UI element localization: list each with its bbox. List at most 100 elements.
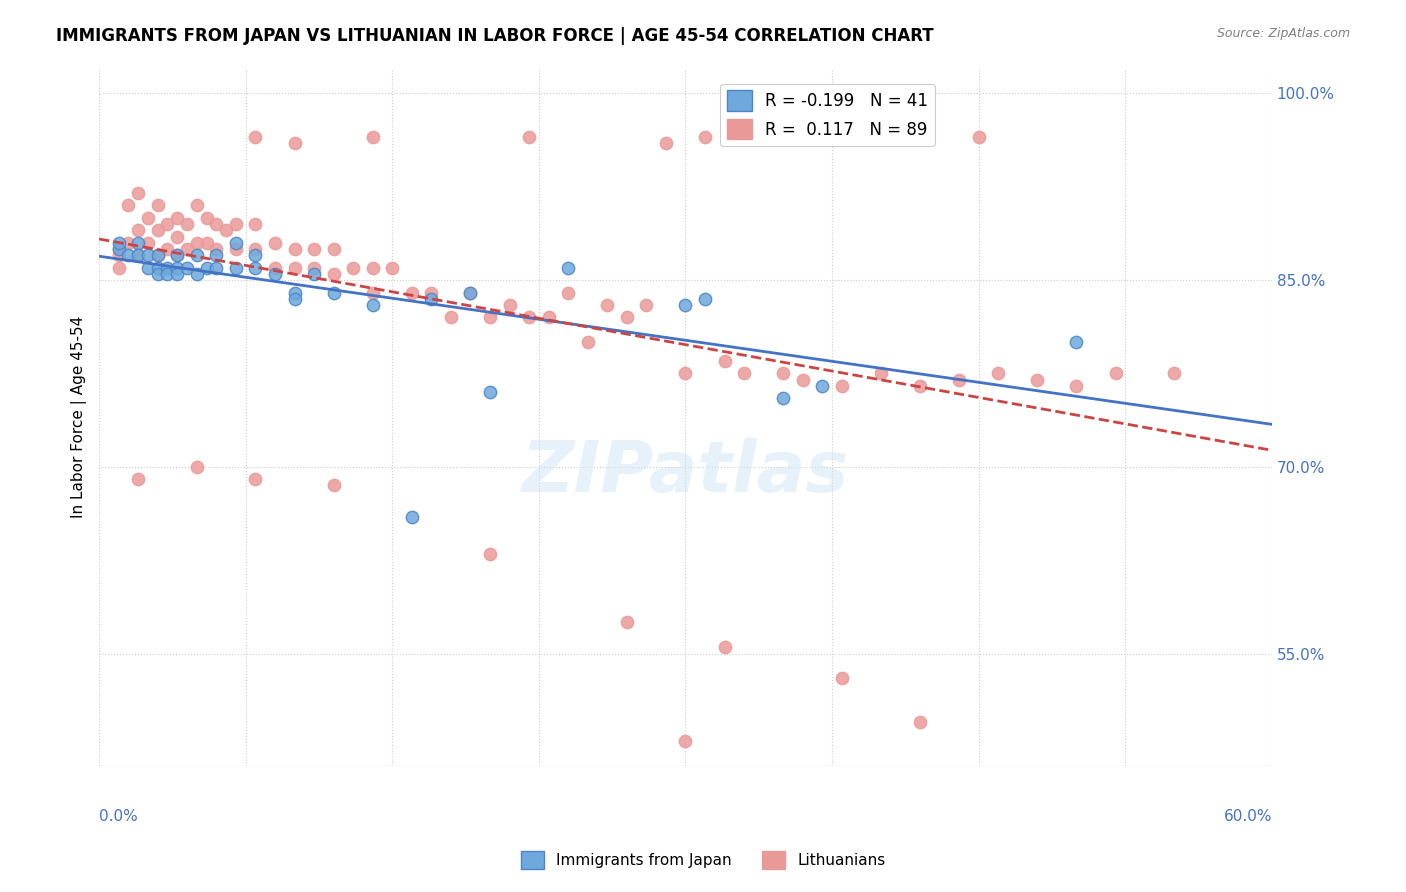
Point bbox=[245, 260, 267, 275]
Point bbox=[948, 373, 970, 387]
Point bbox=[166, 211, 188, 225]
Text: 60.0%: 60.0% bbox=[1223, 809, 1272, 824]
Point bbox=[245, 217, 267, 231]
Point bbox=[117, 235, 139, 250]
Point bbox=[675, 298, 697, 312]
Point bbox=[322, 478, 344, 492]
Point bbox=[693, 292, 716, 306]
Point bbox=[772, 392, 794, 406]
Point bbox=[205, 217, 228, 231]
Point bbox=[420, 285, 443, 300]
Point bbox=[136, 211, 159, 225]
Point bbox=[166, 248, 188, 262]
Point bbox=[517, 310, 540, 325]
Text: Source: ZipAtlas.com: Source: ZipAtlas.com bbox=[1216, 27, 1350, 40]
Point bbox=[186, 459, 208, 474]
Point bbox=[479, 310, 502, 325]
Y-axis label: In Labor Force | Age 45-54: In Labor Force | Age 45-54 bbox=[72, 316, 87, 518]
Point bbox=[967, 130, 990, 145]
Point bbox=[460, 285, 482, 300]
Text: IMMIGRANTS FROM JAPAN VS LITHUANIAN IN LABOR FORCE | AGE 45-54 CORRELATION CHART: IMMIGRANTS FROM JAPAN VS LITHUANIAN IN L… bbox=[56, 27, 934, 45]
Point bbox=[908, 379, 931, 393]
Point bbox=[117, 248, 139, 262]
Point bbox=[166, 267, 188, 281]
Point bbox=[156, 260, 179, 275]
Point bbox=[831, 672, 853, 686]
Point bbox=[1026, 373, 1049, 387]
Point bbox=[283, 285, 305, 300]
Point bbox=[831, 379, 853, 393]
Point bbox=[146, 198, 169, 212]
Point bbox=[127, 235, 149, 250]
Point bbox=[107, 248, 129, 262]
Point bbox=[166, 248, 188, 262]
Point bbox=[302, 242, 325, 256]
Point bbox=[401, 285, 423, 300]
Point bbox=[811, 379, 834, 393]
Point bbox=[205, 248, 228, 262]
Text: 0.0%: 0.0% bbox=[98, 809, 138, 824]
Point bbox=[245, 472, 267, 486]
Point bbox=[772, 367, 794, 381]
Point bbox=[195, 235, 218, 250]
Point bbox=[361, 298, 384, 312]
Point bbox=[107, 260, 129, 275]
Point bbox=[127, 248, 149, 262]
Point bbox=[156, 242, 179, 256]
Point bbox=[264, 267, 287, 281]
Point bbox=[245, 130, 267, 145]
Point bbox=[693, 130, 716, 145]
Point bbox=[381, 260, 404, 275]
Point bbox=[1163, 367, 1185, 381]
Point bbox=[440, 310, 463, 325]
Point bbox=[176, 260, 198, 275]
Point bbox=[136, 248, 159, 262]
Point bbox=[205, 242, 228, 256]
Point bbox=[557, 285, 579, 300]
Point bbox=[146, 267, 169, 281]
Point bbox=[498, 298, 520, 312]
Point bbox=[127, 186, 149, 200]
Point bbox=[176, 242, 198, 256]
Point bbox=[136, 260, 159, 275]
Point bbox=[146, 260, 169, 275]
Point bbox=[1066, 379, 1088, 393]
Point bbox=[987, 367, 1010, 381]
Point bbox=[792, 373, 814, 387]
Point bbox=[225, 260, 247, 275]
Point bbox=[245, 242, 267, 256]
Point bbox=[245, 248, 267, 262]
Point bbox=[107, 242, 129, 256]
Point bbox=[420, 292, 443, 306]
Point bbox=[479, 385, 502, 400]
Point bbox=[302, 267, 325, 281]
Point bbox=[195, 211, 218, 225]
Point bbox=[302, 260, 325, 275]
Point bbox=[127, 472, 149, 486]
Point bbox=[186, 267, 208, 281]
Legend: R = -0.199   N = 41, R =  0.117   N = 89: R = -0.199 N = 41, R = 0.117 N = 89 bbox=[720, 84, 935, 146]
Point bbox=[186, 198, 208, 212]
Point bbox=[870, 367, 893, 381]
Point bbox=[616, 615, 638, 630]
Point bbox=[342, 260, 364, 275]
Point bbox=[264, 260, 287, 275]
Point bbox=[176, 217, 198, 231]
Point bbox=[636, 298, 658, 312]
Point bbox=[107, 235, 129, 250]
Point bbox=[596, 298, 619, 312]
Point bbox=[127, 223, 149, 237]
Point bbox=[127, 248, 149, 262]
Point bbox=[225, 217, 247, 231]
Point bbox=[675, 367, 697, 381]
Point bbox=[557, 260, 579, 275]
Point bbox=[283, 136, 305, 151]
Point bbox=[146, 223, 169, 237]
Point bbox=[283, 260, 305, 275]
Point bbox=[146, 248, 169, 262]
Point bbox=[215, 223, 238, 237]
Point bbox=[675, 733, 697, 747]
Point bbox=[186, 248, 208, 262]
Point bbox=[361, 130, 384, 145]
Text: ZIPatlas: ZIPatlas bbox=[522, 438, 849, 508]
